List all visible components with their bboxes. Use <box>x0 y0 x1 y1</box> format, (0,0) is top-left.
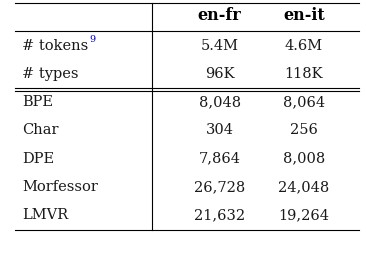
Text: Char: Char <box>22 123 59 138</box>
Text: 5.4M: 5.4M <box>201 39 239 53</box>
Text: 96K: 96K <box>205 67 234 81</box>
Text: 4.6M: 4.6M <box>285 39 323 53</box>
Text: 8,064: 8,064 <box>283 95 325 109</box>
Text: en-it: en-it <box>283 7 325 24</box>
Text: 304: 304 <box>206 123 234 138</box>
Text: 24,048: 24,048 <box>278 180 329 194</box>
Text: 8,048: 8,048 <box>198 95 241 109</box>
Text: 118K: 118K <box>284 67 323 81</box>
Text: # tokens: # tokens <box>22 39 88 53</box>
Text: 21,632: 21,632 <box>194 208 245 222</box>
Text: 7,864: 7,864 <box>199 152 240 166</box>
Text: # types: # types <box>22 67 78 81</box>
Text: Morfessor: Morfessor <box>22 180 98 194</box>
Text: 19,264: 19,264 <box>278 208 329 222</box>
Text: en-fr: en-fr <box>198 7 242 24</box>
Text: LMVR: LMVR <box>22 208 68 222</box>
Text: 8,008: 8,008 <box>283 152 325 166</box>
Text: BPE: BPE <box>22 95 53 109</box>
Text: 256: 256 <box>290 123 318 138</box>
Text: 26,728: 26,728 <box>194 180 245 194</box>
Text: DPE: DPE <box>22 152 54 166</box>
Text: 9: 9 <box>90 35 96 44</box>
